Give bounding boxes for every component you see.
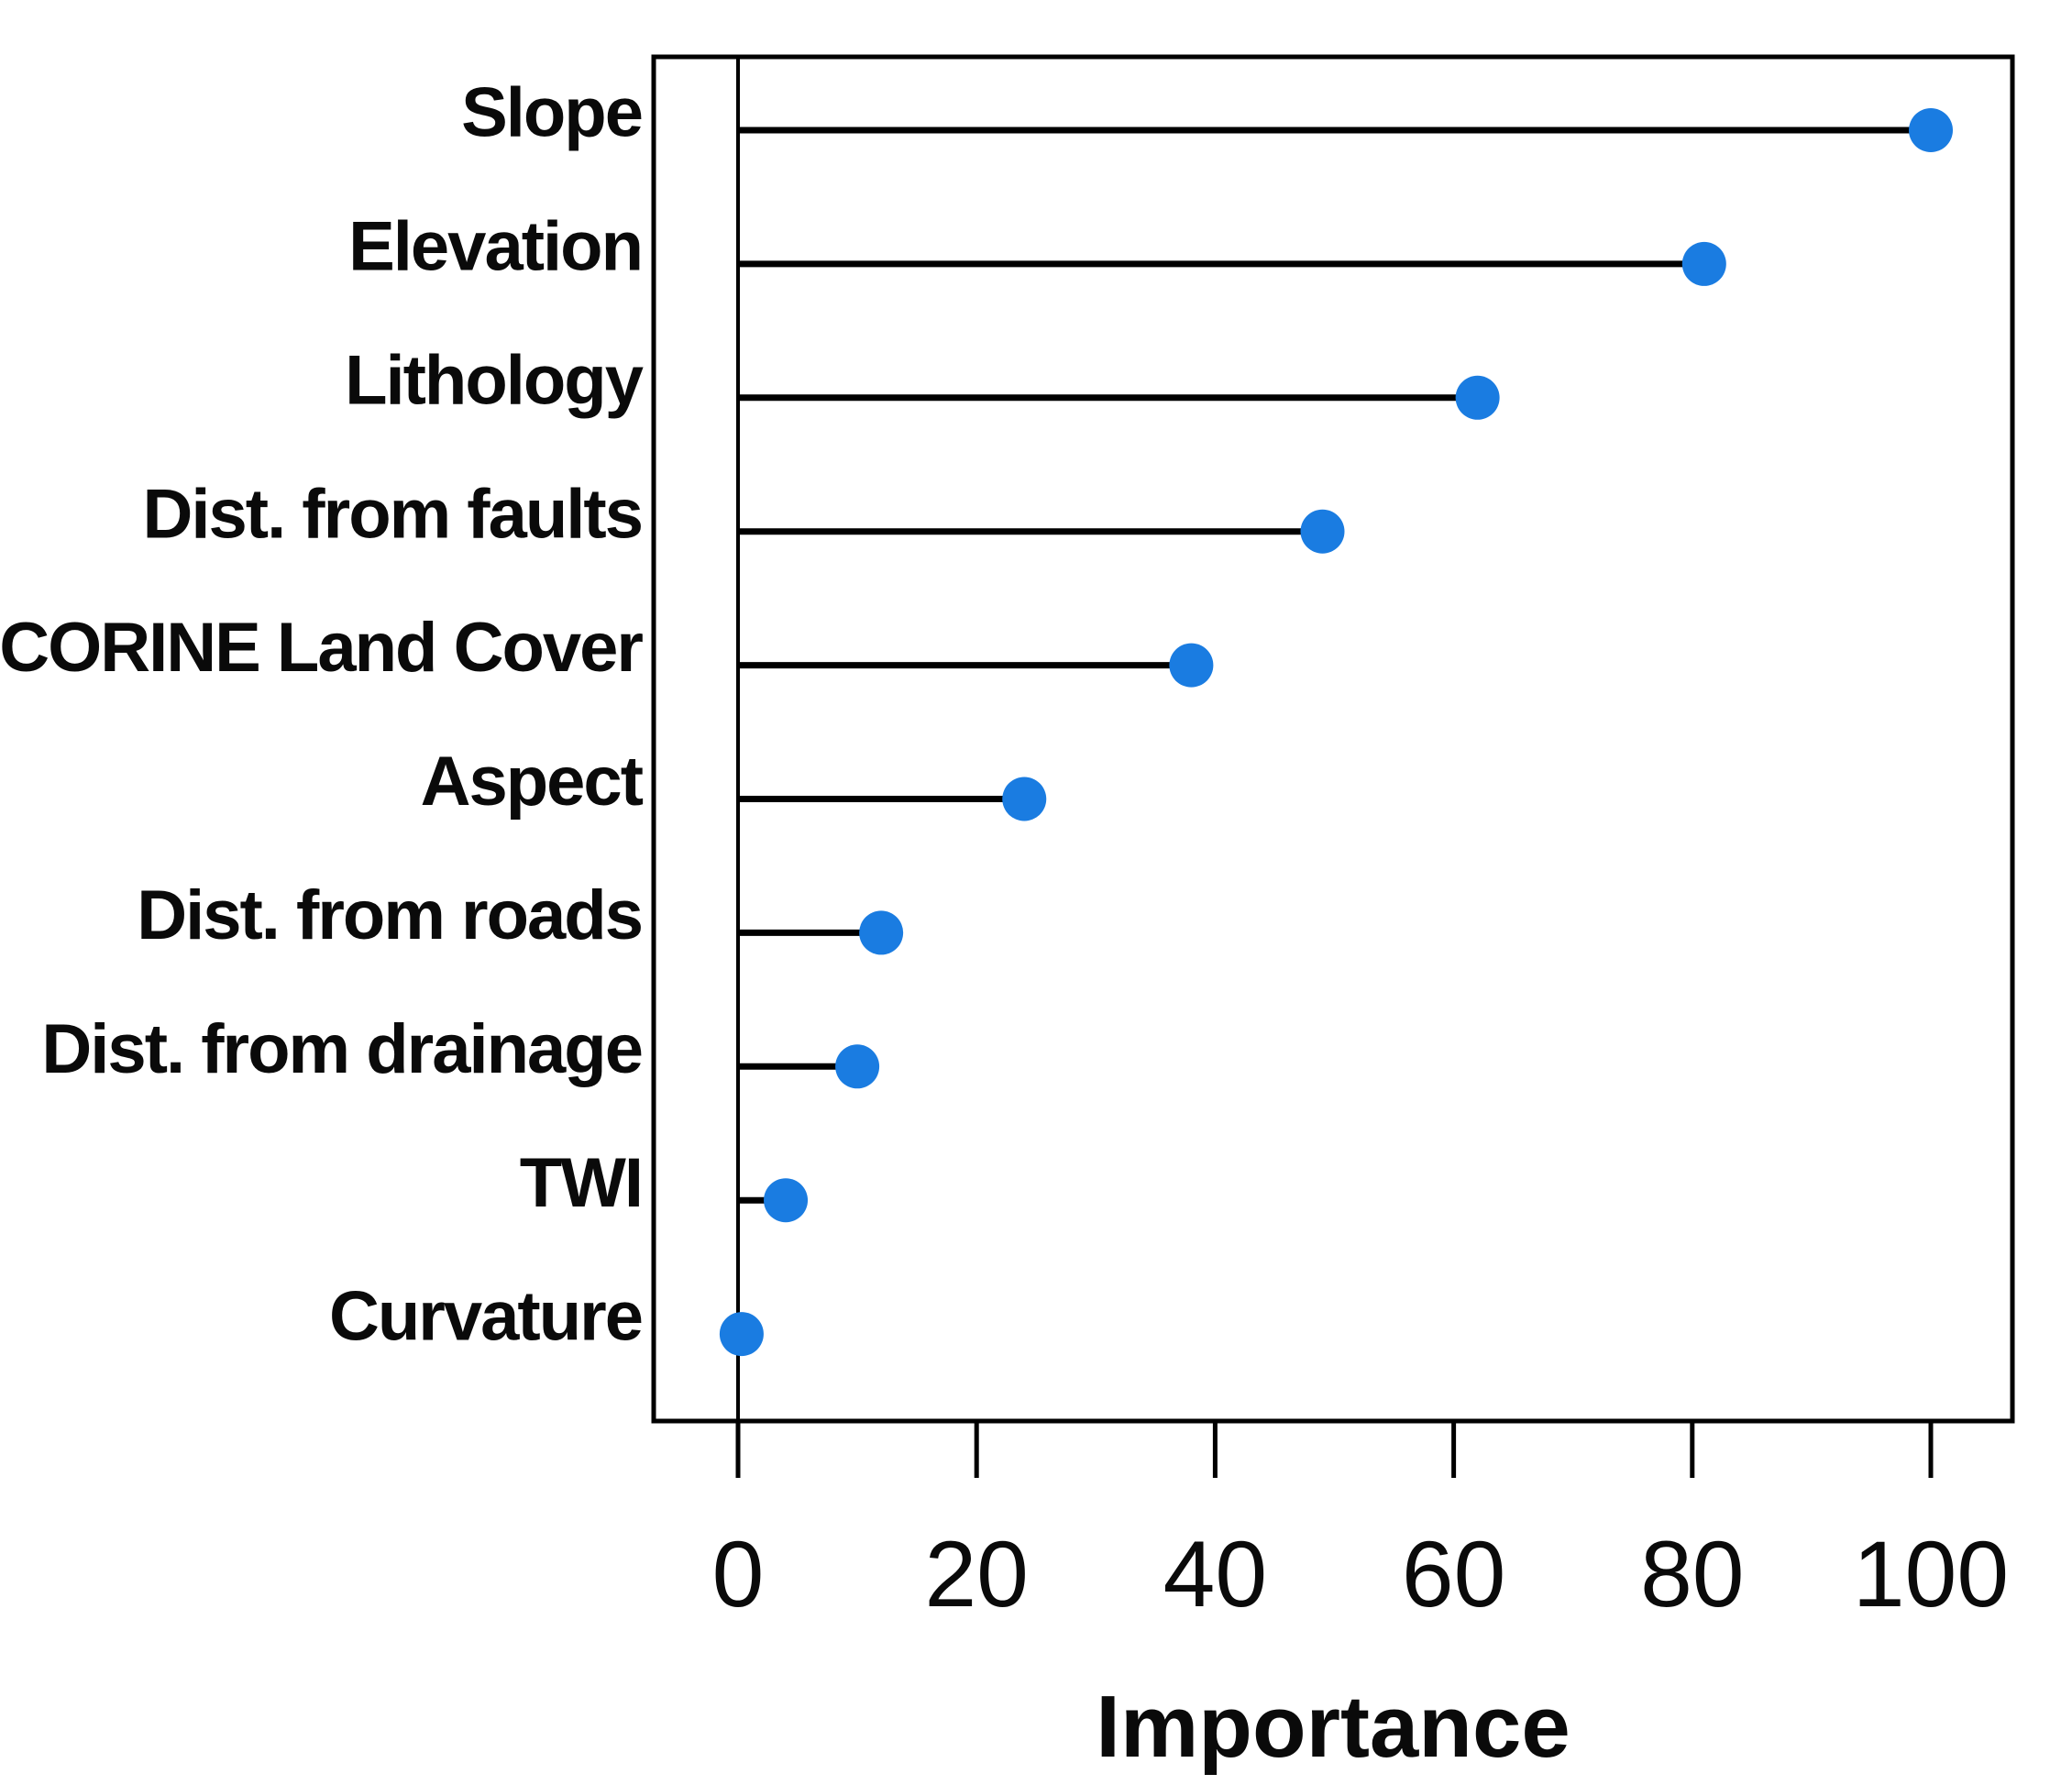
category-label: Dist. from drainage: [41, 1010, 642, 1088]
data-point: [1455, 375, 1500, 420]
x-tick-label: 60: [1402, 1522, 1505, 1626]
data-rows: Slope Elevation Lithology Dist. from faults…: [0, 74, 1953, 1357]
data-point: [859, 910, 904, 955]
x-tick-label: 20: [924, 1522, 1028, 1626]
plot-border-box: [651, 54, 2015, 1424]
x-tick-label: 40: [1163, 1522, 1267, 1626]
x-axis-title: Importance: [1096, 1678, 1570, 1776]
x-tick-label: 100: [1853, 1522, 2009, 1626]
data-point: [1681, 241, 1726, 286]
category-label: CORINE Land Cover: [0, 609, 643, 687]
category-label: Dist. from roads: [137, 876, 642, 954]
category-label: Aspect: [421, 743, 644, 821]
x-axis: 0 20 40 60 80 100: [712, 1421, 2009, 1626]
category-label: Dist. from faults: [143, 475, 643, 553]
data-point: [1300, 509, 1345, 554]
category-label: Elevation: [348, 208, 642, 286]
data-point: [764, 1178, 809, 1223]
data-point: [719, 1312, 764, 1357]
category-label: Slope: [461, 74, 642, 152]
category-label: Curvature: [329, 1278, 642, 1356]
data-point: [835, 1044, 880, 1089]
category-label: TWI: [520, 1144, 642, 1222]
x-tick-label: 80: [1640, 1522, 1744, 1626]
category-label: Lithology: [345, 341, 644, 419]
x-tick-label: 0: [712, 1522, 765, 1626]
data-point: [1169, 643, 1214, 688]
data-point: [1002, 777, 1047, 821]
data-point: [1909, 108, 1953, 152]
